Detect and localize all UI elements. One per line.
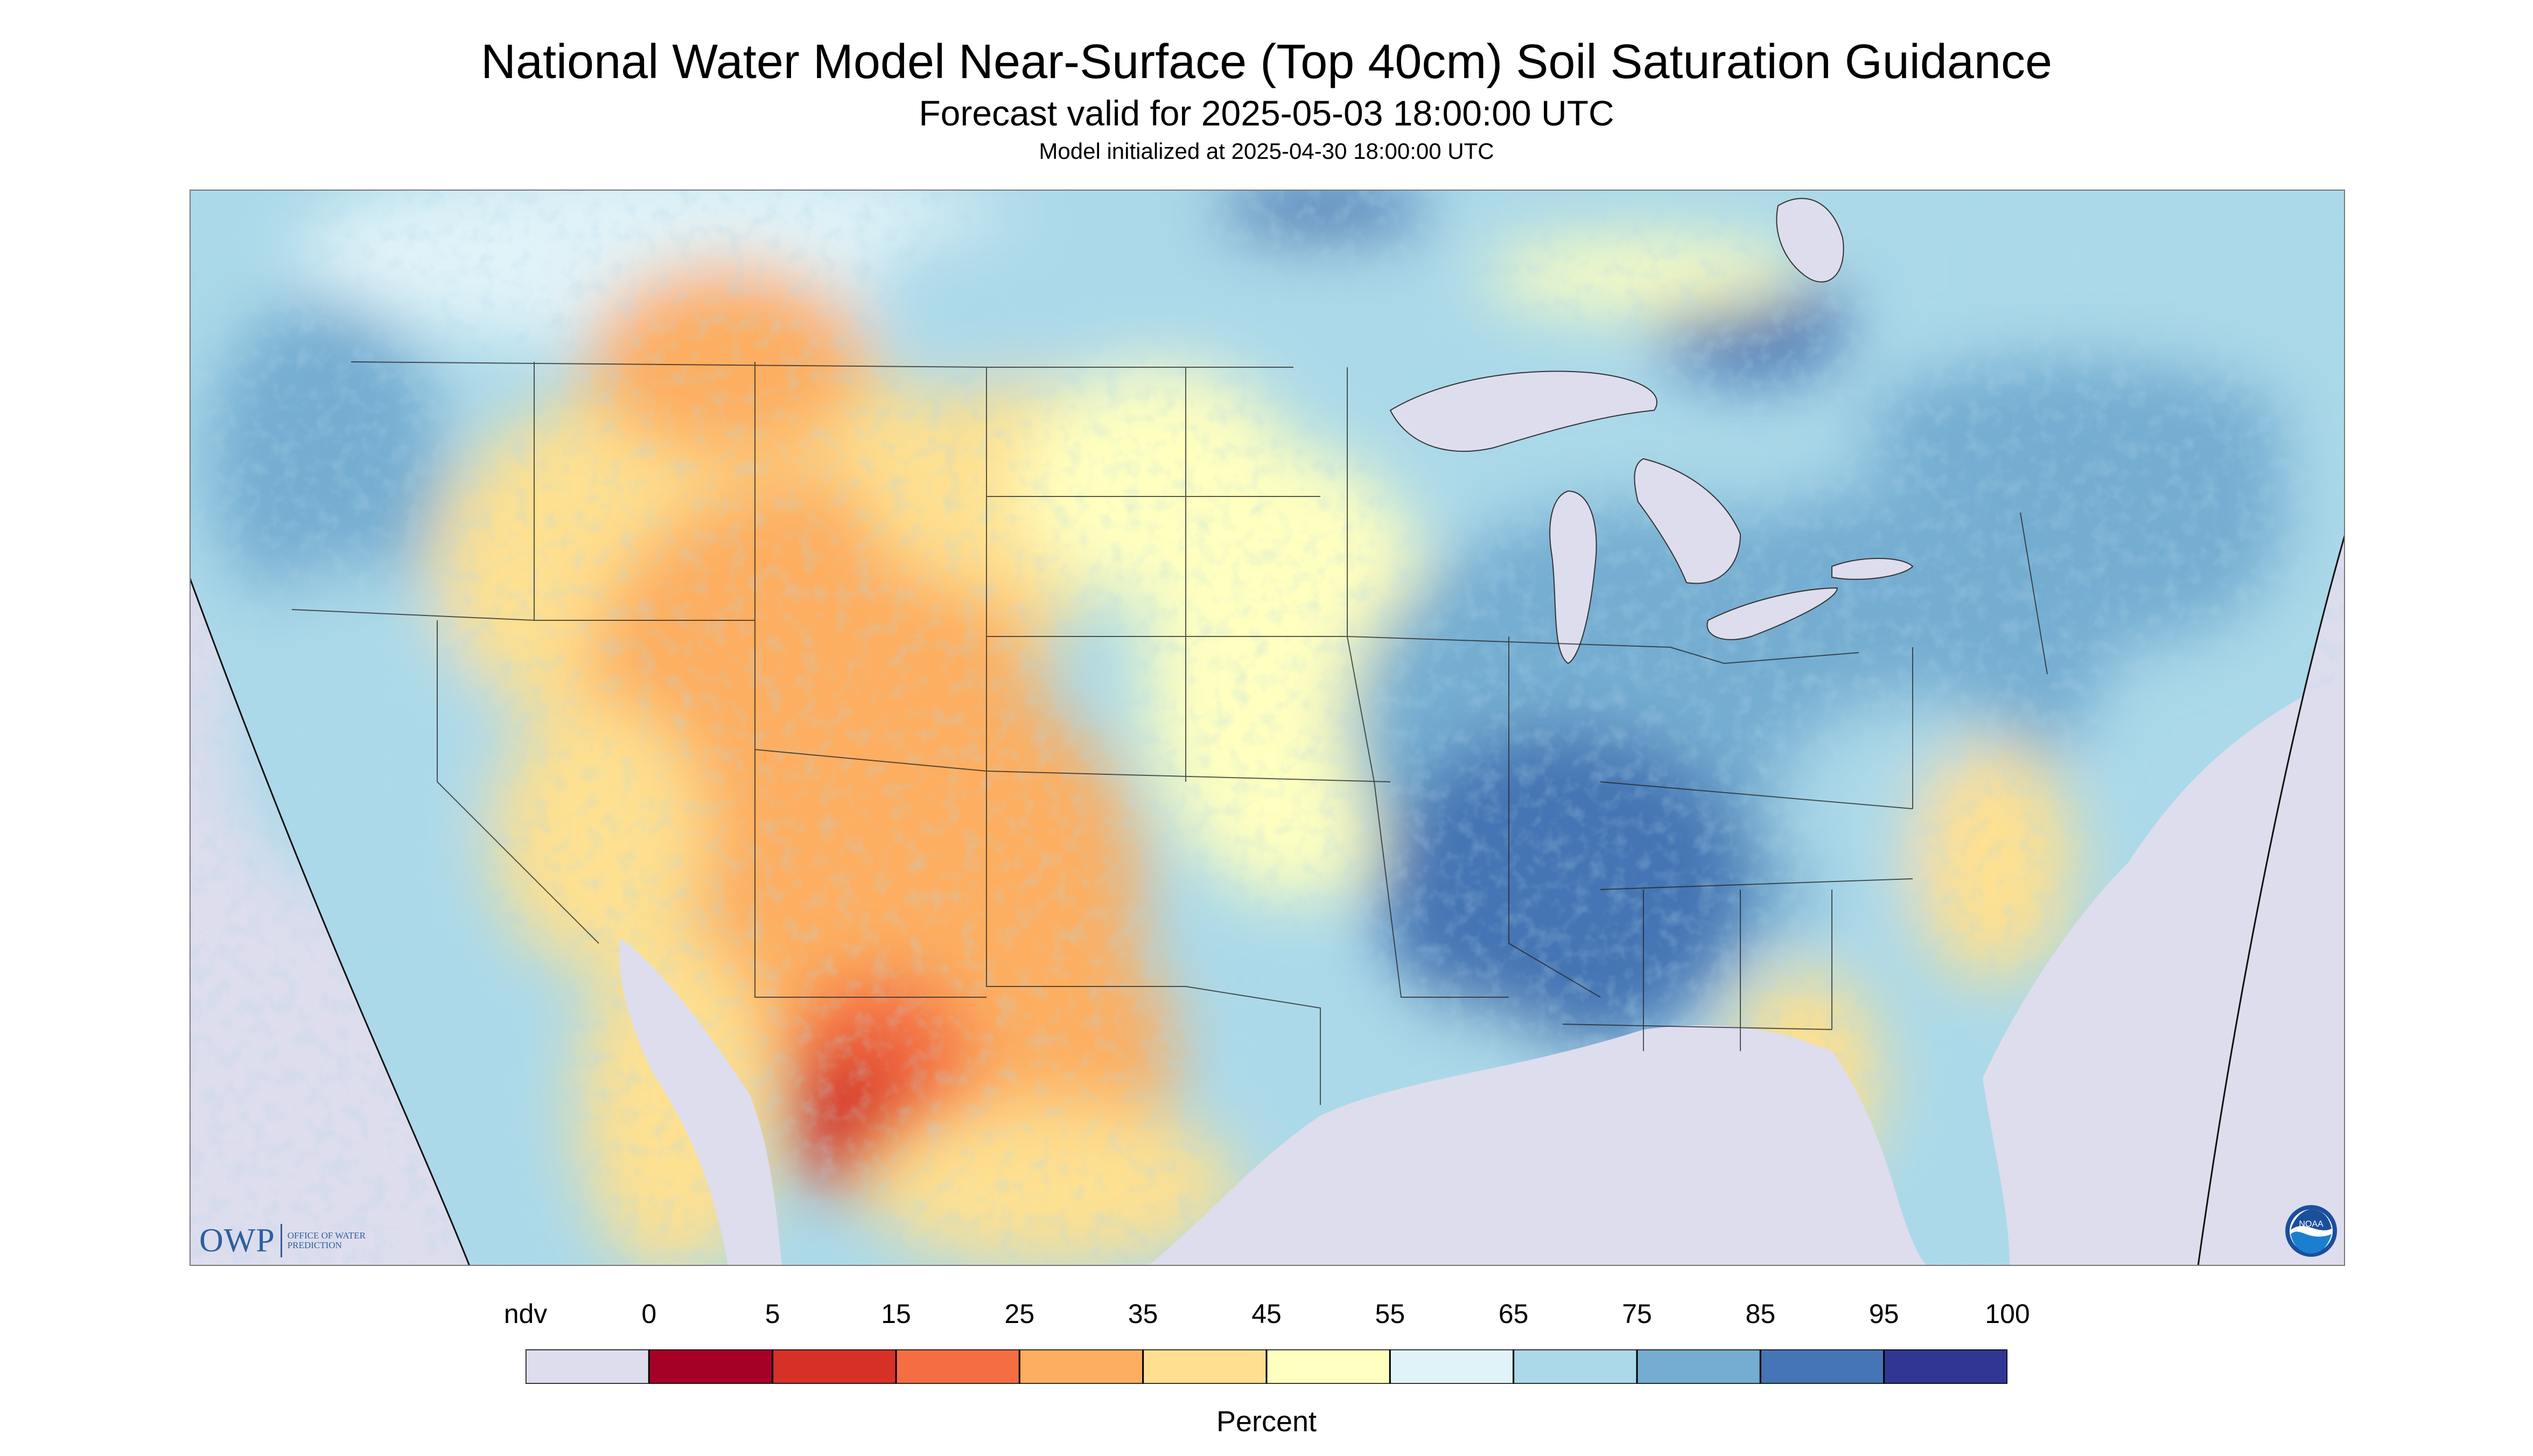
lake-superior: [1389, 370, 1657, 452]
soil-saturation-map: [190, 190, 2345, 1266]
legend-swatch: [1513, 1349, 1638, 1384]
legend-tick-label: 5: [765, 1299, 780, 1329]
legend-tick-label: 95: [1869, 1299, 1899, 1329]
coastlines: [190, 534, 2345, 1266]
legend-tick-label: 100: [1985, 1299, 2030, 1329]
legend-tick-label: 35: [1128, 1299, 1158, 1329]
legend-tick-label: 65: [1498, 1299, 1529, 1329]
legend-swatch: [648, 1349, 774, 1384]
legend-swatch: [1636, 1349, 1761, 1384]
lake-michigan: [1549, 490, 1597, 664]
legend-tick-label: 85: [1745, 1299, 1776, 1329]
great-lakes: [1389, 198, 1914, 664]
legend-swatch: [895, 1349, 1020, 1384]
owp-logo: OWP OFFICE OF WATER PREDICTION: [199, 1221, 368, 1260]
lake-huron: [1634, 458, 1741, 584]
gulf-of-california: [619, 938, 782, 1266]
legend-colorbar: [526, 1349, 2007, 1384]
legend-swatch: [1759, 1349, 1885, 1384]
legend-swatch: [1142, 1349, 1268, 1384]
legend-tick-label: 0: [641, 1299, 657, 1329]
legend-swatch: [1018, 1349, 1144, 1384]
lake-ontario: [1831, 558, 1914, 580]
model-init-time: Model initialized at 2025-04-30 18:00:00…: [1039, 138, 1494, 164]
hudson-bay-edge: [1776, 198, 1844, 283]
owp-text: OFFICE OF WATER PREDICTION: [287, 1230, 366, 1250]
owp-mark: OWP: [199, 1222, 275, 1259]
owp-separator: [280, 1224, 282, 1257]
legend-tick-label: ndv: [503, 1299, 548, 1329]
legend-swatch: [1265, 1349, 1391, 1384]
legend-tick-label: 55: [1375, 1299, 1405, 1329]
legend-swatch: [1883, 1349, 2007, 1384]
gulf-of-mexico: [1148, 1025, 1929, 1266]
legend-tick-labels: ndv 0 5 15 25 35 45 55 65 75 85 95 100: [0, 1298, 2533, 1335]
atlantic-east: [1983, 674, 2345, 1266]
state-borders: [291, 361, 2048, 1105]
legend-tick-label: 75: [1622, 1299, 1652, 1329]
legend-unit-label: Percent: [1216, 1405, 1317, 1438]
legend-tick-label: 15: [881, 1299, 911, 1329]
noaa-text: NOAA: [2299, 1220, 2324, 1229]
lake-erie: [1706, 587, 1838, 640]
legend-swatch: [1389, 1349, 1515, 1384]
chart-title: National Water Model Near-Surface (Top 4…: [480, 35, 2052, 89]
legend-tick-label: 45: [1251, 1299, 1282, 1329]
legend-tick-label: 25: [1004, 1299, 1035, 1329]
legend-swatch: [772, 1349, 897, 1384]
forecast-valid-time: Forecast valid for 2025-05-03 18:00:00 U…: [919, 93, 1614, 133]
legend-swatch: [526, 1349, 650, 1384]
noaa-logo: NOAA: [2285, 1205, 2337, 1257]
